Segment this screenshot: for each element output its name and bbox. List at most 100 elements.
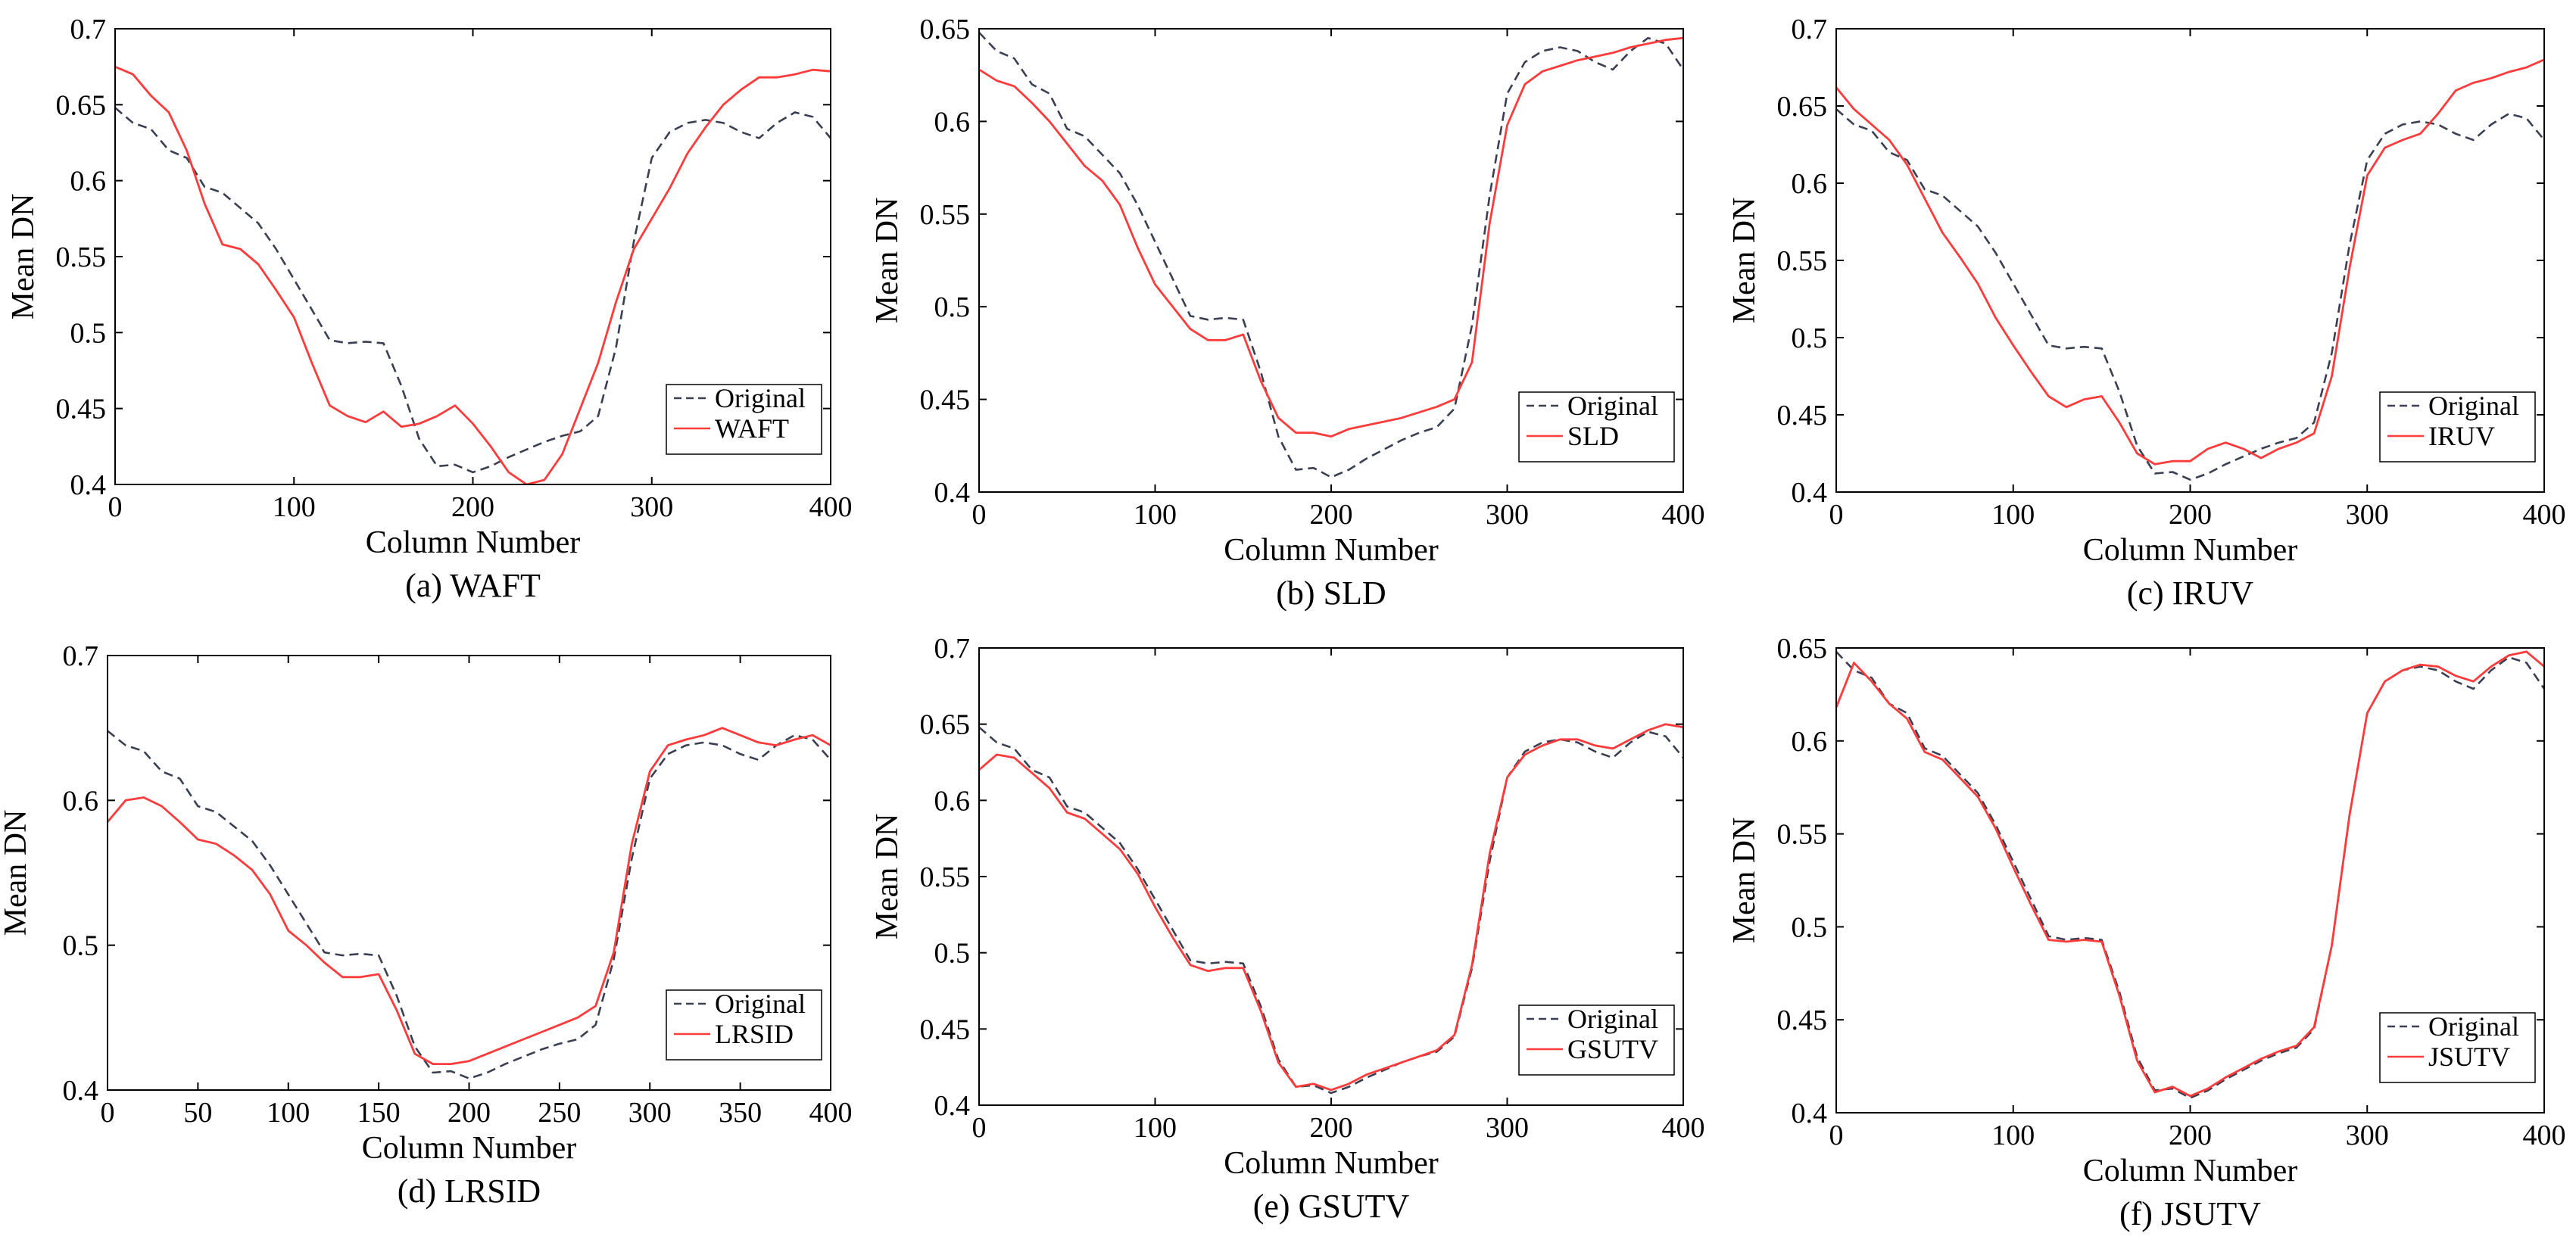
series-line-original bbox=[1836, 108, 2544, 481]
legend-box bbox=[1518, 391, 1675, 463]
y-tick-label: 0.55 bbox=[1777, 245, 1828, 277]
x-tick-label: 50 bbox=[183, 1097, 212, 1129]
x-tick-label: 200 bbox=[2169, 499, 2212, 531]
legend-label: SLD bbox=[1567, 421, 1619, 451]
x-tick-label: 200 bbox=[2169, 1120, 2212, 1151]
legend-box bbox=[666, 384, 822, 455]
y-tick-label: 0.55 bbox=[1777, 819, 1828, 851]
legend-box bbox=[2379, 391, 2536, 463]
y-tick-label: 0.5 bbox=[934, 291, 971, 323]
y-tick-label: 0.45 bbox=[920, 385, 971, 416]
y-tick-label: 0.6 bbox=[63, 785, 99, 817]
y-tick-label: 0.55 bbox=[56, 241, 107, 273]
series-line-waft bbox=[115, 65, 831, 484]
x-tick-label: 400 bbox=[809, 491, 853, 523]
legend-label: Original bbox=[2428, 1011, 2519, 1042]
y-tick-label: 0.65 bbox=[1777, 633, 1828, 665]
y-tick-label: 0.45 bbox=[920, 1014, 971, 1045]
x-tick-label: 100 bbox=[273, 491, 316, 523]
y-axis-label: Mean DN bbox=[6, 194, 41, 320]
series-line-sld bbox=[979, 36, 1683, 438]
y-tick-label: 0.65 bbox=[920, 14, 971, 45]
panel-caption: (a) WAFT bbox=[405, 567, 541, 604]
x-tick-label: 200 bbox=[1310, 499, 1353, 531]
series-line-iruv bbox=[1836, 58, 2544, 466]
y-tick-label: 0.6 bbox=[70, 166, 107, 198]
chart-panel-5: 0 100 200 300 400 0.4 0.45 0.5 0.55 0.6 0.65 0.7 Col… bbox=[870, 633, 1705, 1225]
y-tick-label: 0.4 bbox=[934, 1090, 971, 1122]
x-tick-label: 0 bbox=[1829, 499, 1844, 531]
y-tick-label: 0.4 bbox=[934, 477, 971, 509]
x-tick-label: 100 bbox=[1991, 1120, 2035, 1151]
y-tick-label: 0.6 bbox=[934, 785, 971, 817]
y-tick-label: 0.6 bbox=[1792, 726, 1828, 758]
legend-label: LRSID bbox=[715, 1019, 794, 1049]
y-axis-label: Mean DN bbox=[870, 198, 905, 324]
x-tick-label: 200 bbox=[451, 491, 494, 523]
legend-label: Original bbox=[1567, 391, 1658, 421]
panel-caption: (f) JSUTV bbox=[2119, 1195, 2261, 1232]
x-tick-label: 300 bbox=[2346, 499, 2389, 531]
y-tick-label: 0.7 bbox=[70, 14, 107, 45]
series-line-jsutv bbox=[1836, 650, 2544, 1098]
y-tick-label: 0.65 bbox=[56, 89, 107, 121]
x-tick-label: 0 bbox=[972, 1112, 987, 1144]
y-tick-label: 0.5 bbox=[1792, 911, 1828, 943]
legend-label: Original bbox=[715, 989, 806, 1019]
y-tick-label: 0.5 bbox=[1792, 322, 1828, 354]
x-tick-label: 300 bbox=[1486, 499, 1529, 531]
y-tick-label: 0.45 bbox=[1777, 400, 1828, 431]
x-tick-label: 0 bbox=[101, 1097, 115, 1129]
legend-label: WAFT bbox=[715, 413, 789, 444]
series-line-original bbox=[108, 730, 831, 1079]
x-axis-label: Column Number bbox=[2083, 533, 2297, 568]
x-tick-label: 400 bbox=[1662, 499, 1705, 531]
x-tick-label: 100 bbox=[1134, 1112, 1177, 1144]
x-tick-label: 200 bbox=[1310, 1112, 1353, 1144]
x-tick-label: 0 bbox=[108, 491, 123, 523]
y-tick-label: 0.6 bbox=[934, 106, 971, 138]
y-tick-label: 0.65 bbox=[920, 709, 971, 741]
chart-panel-2: 0 100 200 300 400 0.4 0.45 0.5 0.55 0.6 0.65 Column… bbox=[870, 14, 1705, 612]
y-tick-label: 0.4 bbox=[1792, 1098, 1828, 1129]
x-tick-label: 400 bbox=[1662, 1112, 1705, 1144]
x-axis-label: Column Number bbox=[1224, 533, 1438, 568]
series-line-original bbox=[115, 107, 831, 474]
y-axis-label: Mean DN bbox=[870, 814, 905, 940]
legend-box bbox=[666, 989, 822, 1061]
x-tick-label: 250 bbox=[538, 1097, 581, 1129]
x-tick-label: 400 bbox=[2523, 499, 2566, 531]
x-tick-label: 300 bbox=[1486, 1112, 1529, 1144]
panel-caption: (e) GSUTV bbox=[1253, 1188, 1410, 1225]
chart-panel-6: 0 100 200 300 400 0.4 0.45 0.5 0.55 0.6 0.65 Column… bbox=[1727, 633, 2566, 1232]
legend-label: JSUTV bbox=[2428, 1042, 2510, 1072]
y-tick-label: 0.4 bbox=[70, 469, 107, 501]
x-axis-label: Column Number bbox=[1224, 1146, 1438, 1181]
x-axis-label: Column Number bbox=[366, 525, 580, 560]
x-tick-label: 100 bbox=[1991, 499, 2035, 531]
y-tick-label: 0.55 bbox=[920, 861, 971, 893]
x-tick-label: 0 bbox=[972, 499, 987, 531]
y-axis-label: Mean DN bbox=[1727, 198, 1762, 324]
y-tick-label: 0.5 bbox=[63, 930, 99, 962]
y-tick-label: 0.65 bbox=[1777, 91, 1828, 123]
y-tick-label: 0.45 bbox=[1777, 1004, 1828, 1036]
series-line-original bbox=[979, 32, 1683, 478]
legend-label: Original bbox=[715, 383, 806, 413]
x-tick-label: 350 bbox=[719, 1097, 762, 1129]
panel-caption: (b) SLD bbox=[1276, 575, 1386, 612]
x-tick-label: 300 bbox=[630, 491, 673, 523]
chart-panel-4: 0 50 100 150 200 250 300 350 400 0.4 0.5 0.6 0.7 Colu… bbox=[0, 640, 853, 1210]
y-axis-label: Mean DN bbox=[0, 810, 33, 936]
x-axis-label: Column Number bbox=[2083, 1154, 2297, 1188]
x-tick-label: 0 bbox=[1829, 1120, 1844, 1151]
x-tick-label: 100 bbox=[267, 1097, 310, 1129]
x-tick-label: 200 bbox=[448, 1097, 491, 1129]
panel-caption: (d) LRSID bbox=[398, 1173, 541, 1210]
y-tick-label: 0.4 bbox=[63, 1075, 99, 1107]
y-tick-label: 0.6 bbox=[1792, 168, 1828, 200]
